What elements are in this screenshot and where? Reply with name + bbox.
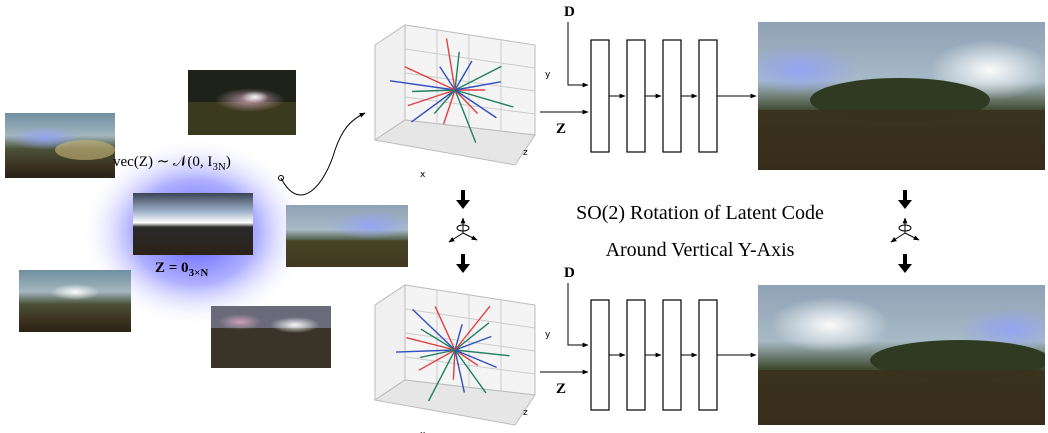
vector — [454, 89, 514, 108]
zero-label: Z = 03×N — [155, 260, 208, 279]
sample-arrow — [280, 112, 366, 196]
latent-cluster: vec(Z) ∼ 𝒩(0, I3N) Z = 03×N — [5, 70, 410, 368]
axis-label: x — [420, 430, 426, 433]
down-arrow — [898, 254, 912, 273]
vector — [406, 337, 456, 351]
floor-panel — [373, 119, 536, 166]
label-sub: 3×N — [189, 267, 209, 279]
sample-image — [5, 113, 115, 178]
back-panel — [404, 284, 536, 396]
vector — [454, 89, 479, 114]
output-bottom — [758, 285, 1045, 425]
vector — [412, 309, 456, 351]
label-main: vec(Z) ∼ 𝒩(0, I — [113, 154, 212, 170]
down-arrow — [456, 190, 470, 209]
d-label: D — [564, 4, 575, 20]
vector — [418, 349, 456, 371]
sample-image — [211, 306, 331, 368]
sample-label: vec(Z) ∼ 𝒩(0, I3N) — [113, 154, 231, 173]
vector — [396, 349, 456, 353]
axis-label: y — [545, 70, 551, 80]
d-label: D — [564, 265, 575, 281]
z-label: Z — [556, 121, 566, 137]
grid-line — [404, 308, 536, 329]
vector — [454, 89, 477, 143]
label-main: Z = 0 — [155, 260, 189, 276]
vector — [454, 335, 492, 351]
latent-plot: x y z — [373, 24, 551, 180]
axis — [448, 232, 464, 243]
vector — [452, 349, 456, 380]
sample-image — [188, 70, 296, 135]
axis-label: x — [420, 170, 426, 180]
vector — [420, 328, 456, 351]
output-top — [758, 22, 1045, 170]
label-end: ) — [226, 154, 231, 170]
axis-label: z — [523, 408, 528, 418]
vector — [433, 89, 456, 115]
vector — [454, 349, 510, 357]
vector — [454, 65, 502, 91]
vector — [454, 349, 479, 367]
vector — [439, 66, 456, 91]
vector — [454, 60, 473, 91]
rotation-arrows — [448, 190, 920, 273]
vector — [412, 89, 456, 93]
vector — [407, 89, 456, 107]
axis — [890, 232, 906, 243]
rotation-loop — [898, 224, 912, 232]
axis-label: z — [523, 148, 528, 158]
grid-line — [404, 356, 536, 375]
grid-line — [404, 332, 536, 352]
zero-image — [133, 193, 253, 255]
vector — [454, 322, 490, 351]
vector — [445, 38, 456, 91]
vector — [454, 349, 497, 369]
vector — [404, 66, 456, 91]
vector — [454, 81, 502, 91]
sample-image — [286, 205, 410, 267]
axis-label: y — [545, 330, 551, 340]
rotation-title: SO(2) Rotation of Latent Code — [576, 202, 824, 224]
down-arrow — [898, 190, 912, 209]
vector — [454, 324, 463, 351]
grid-line — [404, 48, 536, 69]
network-bottom: D Z — [540, 265, 757, 411]
axis — [904, 232, 920, 241]
vector — [427, 349, 456, 402]
axis — [462, 232, 478, 241]
rotation-subtitle: Around Vertical Y-Axis — [606, 239, 795, 261]
vector — [454, 305, 491, 351]
floor-panel — [373, 379, 536, 426]
rotation-loop — [456, 224, 470, 232]
vector — [434, 306, 456, 351]
down-arrow — [456, 254, 470, 273]
vector — [454, 349, 466, 393]
vector — [454, 349, 487, 394]
vector — [442, 89, 456, 125]
label-sub: 3N — [212, 161, 226, 173]
vector — [411, 89, 456, 123]
vector — [389, 80, 456, 91]
vector — [454, 89, 497, 119]
back-panel — [404, 24, 536, 136]
sample-image — [19, 270, 131, 332]
vector — [420, 349, 456, 359]
vector — [454, 51, 460, 91]
latent-plot: x y z — [373, 284, 551, 433]
network-top: D Z — [540, 4, 757, 153]
z-label: Z — [556, 381, 566, 397]
